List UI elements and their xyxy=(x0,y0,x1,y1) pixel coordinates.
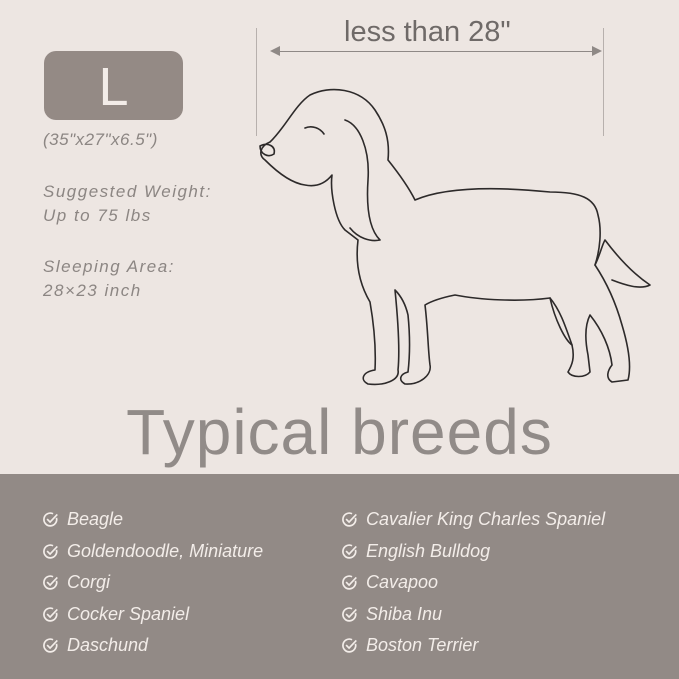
measure-left-line xyxy=(256,28,257,136)
check-circle-icon xyxy=(43,544,58,559)
list-item: Beagle xyxy=(42,504,263,536)
breed-name: English Bulldog xyxy=(366,540,491,561)
breeds-list-right: Cavalier King Charles Spaniel English Bu… xyxy=(341,504,605,662)
breed-name: Corgi xyxy=(67,572,111,593)
beagle-dog-illustration xyxy=(259,88,651,386)
sleeping-area: Sleeping Area: 28×23 inch xyxy=(43,255,175,303)
breeds-list-left: Beagle Goldendoodle, Miniature Corgi Coc… xyxy=(42,504,263,662)
suggested-weight: Suggested Weight: Up to 75 lbs xyxy=(43,180,212,228)
dog-leg-line xyxy=(549,297,573,346)
list-item: Cocker Spaniel xyxy=(42,599,263,631)
page-title: Typical breeds xyxy=(126,396,553,468)
weight-label: Suggested Weight: xyxy=(43,182,212,201)
breed-name: Cavapoo xyxy=(366,572,439,593)
area-label: Sleeping Area: xyxy=(43,257,175,276)
list-item: Daschund xyxy=(42,630,263,662)
check-circle-icon xyxy=(43,607,58,622)
double-arrow-icon xyxy=(270,46,602,56)
check-circle-icon xyxy=(342,544,357,559)
check-circle-icon xyxy=(43,575,58,590)
breeds-panel: Beagle Goldendoodle, Miniature Corgi Coc… xyxy=(0,474,679,679)
list-item: Corgi xyxy=(42,567,263,599)
dog-outline xyxy=(260,88,631,386)
dog-eye xyxy=(304,126,325,135)
weight-value: Up to 75 lbs xyxy=(43,206,152,225)
breed-name: Cocker Spaniel xyxy=(67,603,190,624)
breed-name: Beagle xyxy=(67,509,124,530)
breed-name: Boston Terrier xyxy=(366,635,479,656)
list-item: Cavalier King Charles Spaniel xyxy=(341,504,605,536)
check-circle-icon xyxy=(342,512,357,527)
check-circle-icon xyxy=(342,607,357,622)
size-badge: L xyxy=(44,51,183,120)
dog-nose xyxy=(259,143,276,157)
list-item: Goldendoodle, Miniature xyxy=(42,536,263,568)
list-item: English Bulldog xyxy=(341,536,605,568)
measure-label: less than 28" xyxy=(338,16,517,49)
check-circle-icon xyxy=(43,638,58,653)
check-circle-icon xyxy=(342,575,357,590)
list-item: Shiba Inu xyxy=(341,599,605,631)
breed-name: Goldendoodle, Miniature xyxy=(67,540,264,561)
measure-right-line xyxy=(603,28,604,136)
list-item: Cavapoo xyxy=(341,567,605,599)
length-measurement: less than 28" xyxy=(256,16,604,138)
dimensions-text: (35"x27"x6.5") xyxy=(43,130,158,149)
dog-tail xyxy=(594,239,651,288)
check-circle-icon xyxy=(342,638,357,653)
check-circle-icon xyxy=(43,512,58,527)
breed-name: Daschund xyxy=(67,635,149,656)
list-item: Boston Terrier xyxy=(341,630,605,662)
dog-ear xyxy=(344,119,381,242)
area-value: 28×23 inch xyxy=(43,281,142,300)
breed-name: Cavalier King Charles Spaniel xyxy=(366,509,606,530)
breed-name: Shiba Inu xyxy=(366,603,443,624)
